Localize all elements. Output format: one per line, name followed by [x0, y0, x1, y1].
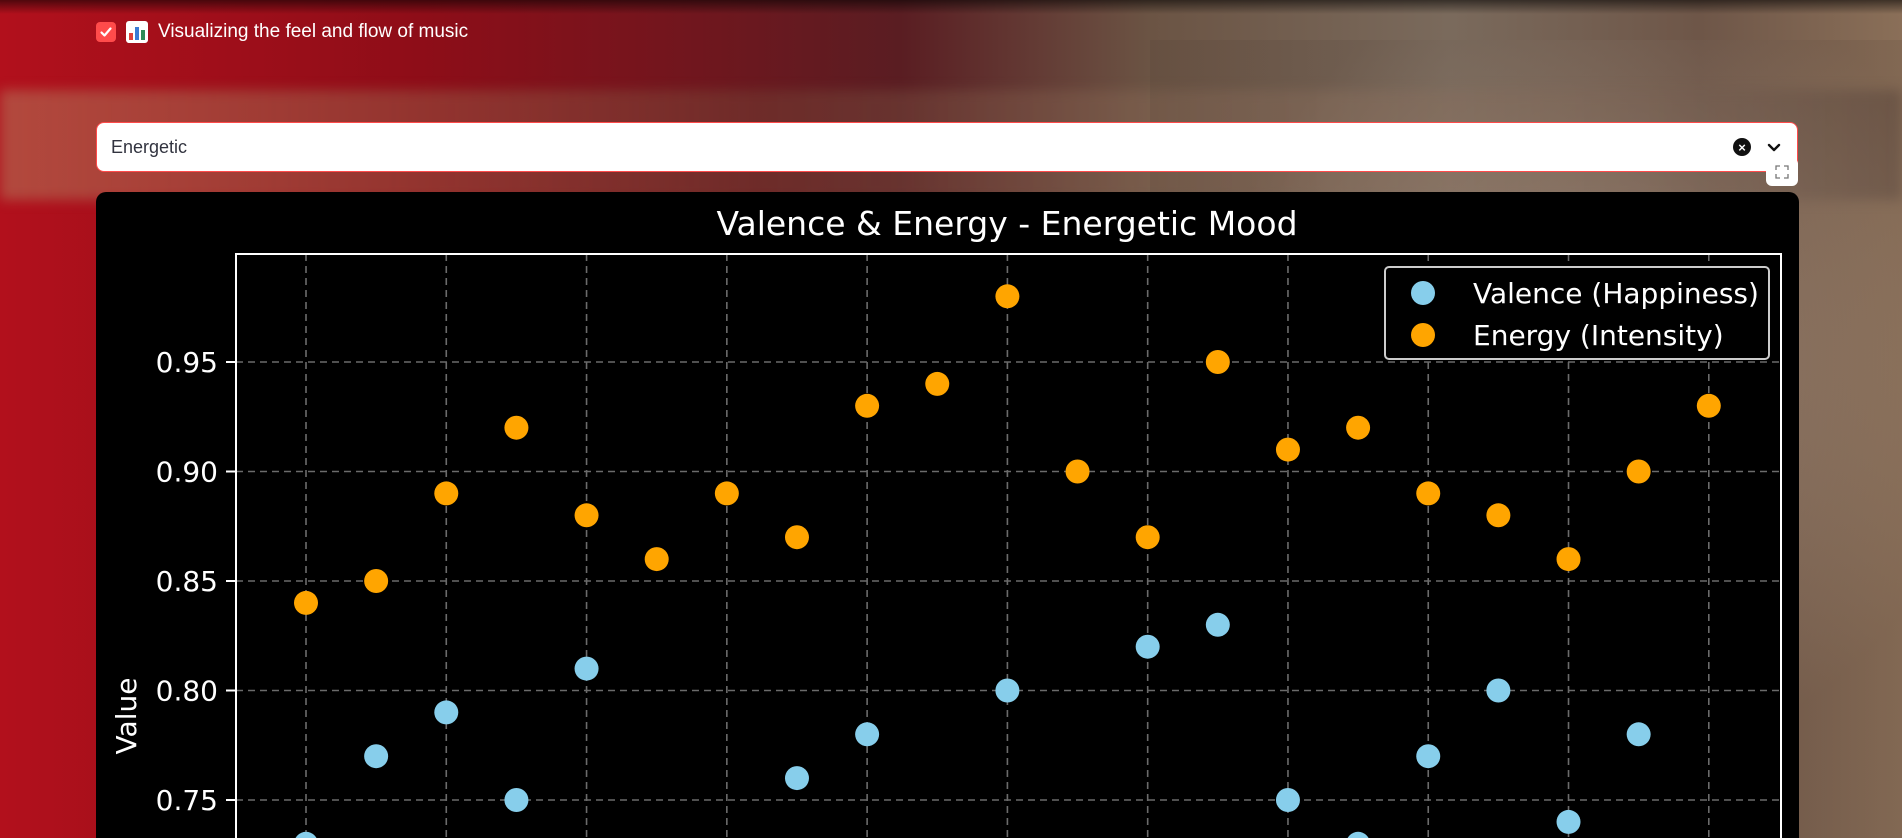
- energy-point: [1626, 459, 1651, 484]
- valence-point: [1626, 722, 1651, 747]
- energy-point: [504, 415, 529, 440]
- bar-chart-icon: [126, 21, 148, 43]
- valence-point: [995, 678, 1020, 703]
- energy-point: [574, 503, 599, 528]
- legend-box: [1384, 266, 1770, 360]
- valence-point: [504, 788, 529, 812]
- chart-panel: Valence & Energy - Energetic Mood Value …: [96, 192, 1799, 838]
- energy-point: [1696, 393, 1721, 418]
- valence-point: [855, 722, 880, 747]
- valence-point: [1275, 788, 1300, 812]
- expand-icon: [1775, 165, 1789, 179]
- valence-point: [434, 700, 459, 725]
- legend-marker: [1411, 281, 1435, 305]
- visualize-toggle[interactable]: Visualizing the feel and flow of music: [96, 21, 468, 43]
- mood-select-value: Energetic: [111, 136, 188, 157]
- energy-point: [855, 393, 880, 418]
- energy-point: [1486, 503, 1511, 528]
- energy-point: [714, 481, 739, 506]
- y-tick-label: 0.80: [156, 675, 218, 708]
- energy-point: [1275, 437, 1300, 462]
- energy-point: [995, 284, 1020, 309]
- chart-title: Valence & Energy - Energetic Mood: [716, 204, 1297, 243]
- valence-point: [1135, 634, 1160, 659]
- chevron-down-icon[interactable]: [1765, 138, 1783, 156]
- valence-point: [784, 766, 809, 791]
- y-tick-label: 0.75: [156, 784, 218, 817]
- energy-point: [925, 371, 950, 396]
- plot-frame: [235, 253, 1782, 838]
- fullscreen-button[interactable]: [1766, 158, 1798, 186]
- legend-marker: [1411, 323, 1435, 347]
- y-axis-label: Value: [110, 678, 143, 755]
- valence-point: [1347, 831, 1369, 838]
- valence-point: [295, 831, 317, 838]
- legend-label: Valence (Happiness): [1473, 277, 1759, 310]
- valence-point: [1556, 809, 1581, 834]
- energy-point: [294, 590, 318, 615]
- y-tick-label: 0.95: [156, 346, 218, 379]
- energy-point: [1416, 481, 1441, 506]
- valence-point: [1205, 612, 1230, 637]
- energy-point: [644, 547, 669, 572]
- scatter-chart: Valence & Energy - Energetic Mood Value …: [110, 204, 1782, 838]
- y-tick-label: 0.90: [156, 456, 218, 489]
- toggle-label: Visualizing the feel and flow of music: [158, 21, 469, 42]
- energy-point: [1065, 459, 1090, 484]
- energy-point: [784, 525, 809, 550]
- valence-point: [1486, 678, 1511, 703]
- valence-point: [1416, 744, 1441, 769]
- energy-point: [1135, 525, 1160, 550]
- energy-point: [1205, 350, 1230, 374]
- energy-point: [364, 569, 389, 593]
- energy-point: [1346, 415, 1371, 440]
- valence-point: [364, 744, 389, 769]
- energy-point: [1556, 547, 1581, 572]
- y-tick-label: 0.85: [156, 565, 218, 598]
- valence-point: [574, 656, 599, 681]
- legend-label: Energy (Intensity): [1473, 319, 1724, 352]
- chart-legend: Valence (Happiness) Energy (Intensity): [1384, 266, 1770, 360]
- clear-selection-icon[interactable]: ×: [1733, 138, 1751, 156]
- checkbox-checked-icon[interactable]: [96, 22, 116, 42]
- mood-select[interactable]: Energetic ×: [96, 122, 1798, 172]
- energy-point: [434, 481, 459, 506]
